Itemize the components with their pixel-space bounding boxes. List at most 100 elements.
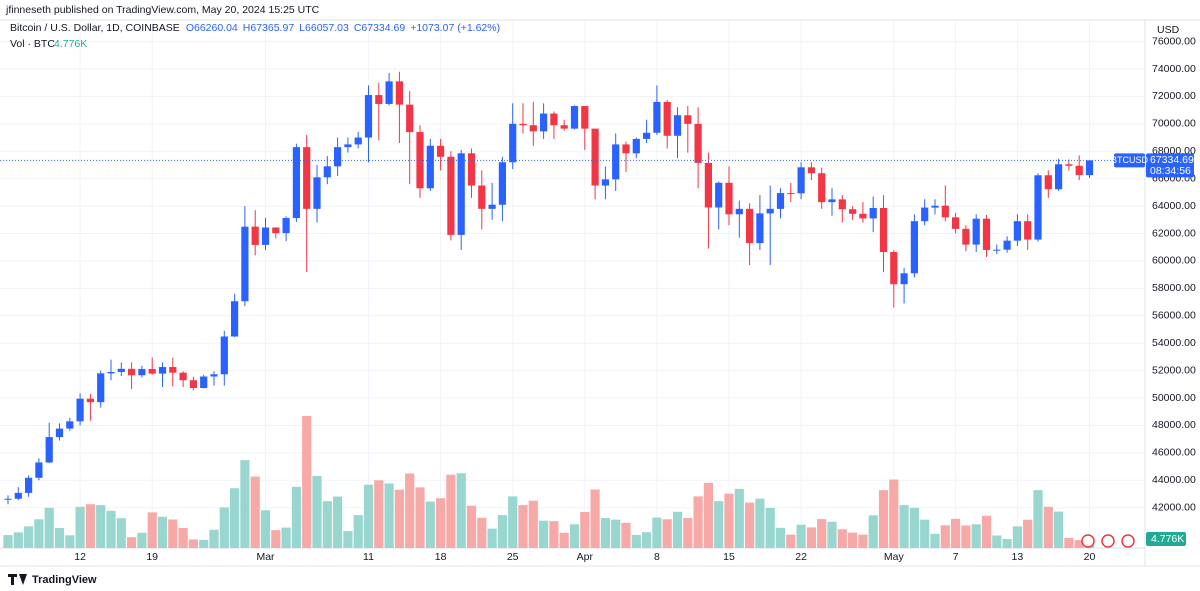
volume-bar [930,533,940,548]
icon[interactable] [1101,534,1115,548]
y-tick-label: 64000.00 [1152,200,1196,212]
volume-bar [85,504,95,548]
icon[interactable] [1081,534,1095,548]
candle-body [962,228,970,245]
candle-body [838,199,846,210]
volume-bar [116,518,126,548]
y-tick-label: 44000.00 [1152,474,1196,486]
volume-bar [508,496,518,548]
candle-body [725,182,733,215]
candle-body [220,336,228,375]
symbol-tag-label: BTCUSD [1111,155,1149,165]
volume-bar [837,529,847,548]
candle-body [406,104,414,133]
volume-bar [662,519,672,548]
x-tick-label: 12 [74,551,86,563]
candle-body [4,498,12,500]
icon[interactable] [1121,534,1135,548]
candle-body [653,101,661,133]
x-tick-label: 25 [507,551,519,563]
candle-body [1024,221,1032,240]
grid [0,20,1145,548]
candle-body [581,106,589,129]
candle-body [457,153,465,235]
volume-bar [13,532,23,548]
volume-bar [590,489,600,548]
y-tick-label: 60000.00 [1152,255,1196,267]
volume-bar [858,534,868,548]
volume-bar [889,479,899,548]
volume-bar [920,519,930,548]
candle-body [313,177,321,209]
candle-body [828,199,836,203]
volume-bar [425,501,435,548]
candle-body [550,113,558,126]
candle-body [910,221,918,274]
price-tag-value: 67334.69 [1150,154,1194,166]
candle-body [55,428,64,438]
volume-bar [1023,519,1033,548]
candle-body [200,376,208,389]
candle-body [797,167,805,194]
candle-body [107,371,115,374]
indicator-icons [1081,534,1135,548]
volume-bar [137,532,147,548]
candle-body [179,372,187,381]
candle-body [879,208,888,253]
volume-bar [909,507,919,548]
candle-body [498,162,506,205]
candle-body [807,167,815,174]
candle-body [673,115,682,136]
candle-body [519,123,527,126]
x-tick-label: 20 [1084,551,1096,563]
volume-bar [569,524,580,548]
candle-body [601,179,609,186]
candle-body [231,301,239,337]
candle-body [344,144,352,148]
volume-bar [878,490,889,548]
volume-legend-value: 4.776K [54,38,87,50]
volume-bar [415,487,425,548]
y-tick-label: 74000.00 [1152,63,1196,75]
candle-body [117,368,125,372]
candle-body [931,205,939,208]
candle-body [982,218,991,250]
legend-title: Bitcoin / U.S. Dollar, 1D, COINBASE [10,22,180,34]
byline: jfinneseth published on TradingView.com,… [5,4,320,16]
candle-body [467,153,476,186]
volume-bar [693,496,703,548]
candle-body [890,252,898,285]
candle-body [241,226,249,302]
candle-body [1055,164,1063,190]
volume-bar [209,529,219,548]
ohlc-value: O66260.04 [186,22,238,34]
volume-bar [775,527,786,548]
candle-body [529,125,537,132]
x-tick-label: 8 [654,551,660,563]
candle-body [395,81,403,105]
candle-body [86,398,94,403]
candle-body [138,368,146,376]
volume-bar [281,527,291,548]
candle-body [818,173,826,203]
price-tag [1146,153,1194,178]
candle-body [282,218,290,234]
volume-bar [44,507,54,548]
x-tick-label: 7 [953,551,959,563]
volume-bar [54,528,65,548]
candle-body [488,204,496,209]
volume-bar [539,520,549,548]
volume-bar [477,517,487,548]
symbol-tag [1114,153,1145,168]
volume-bar [1054,511,1064,548]
y-tick-label: 52000.00 [1152,364,1196,376]
volume-bar [384,483,394,548]
y-tick-label: 58000.00 [1152,282,1196,294]
volume-bar [971,524,981,548]
candle-body [25,477,33,493]
volume-bar [683,518,693,548]
candle-body [869,208,877,219]
candle-body [478,185,486,209]
candle-body [210,374,218,377]
price-tag-countdown: 08:34:56 [1150,165,1191,177]
